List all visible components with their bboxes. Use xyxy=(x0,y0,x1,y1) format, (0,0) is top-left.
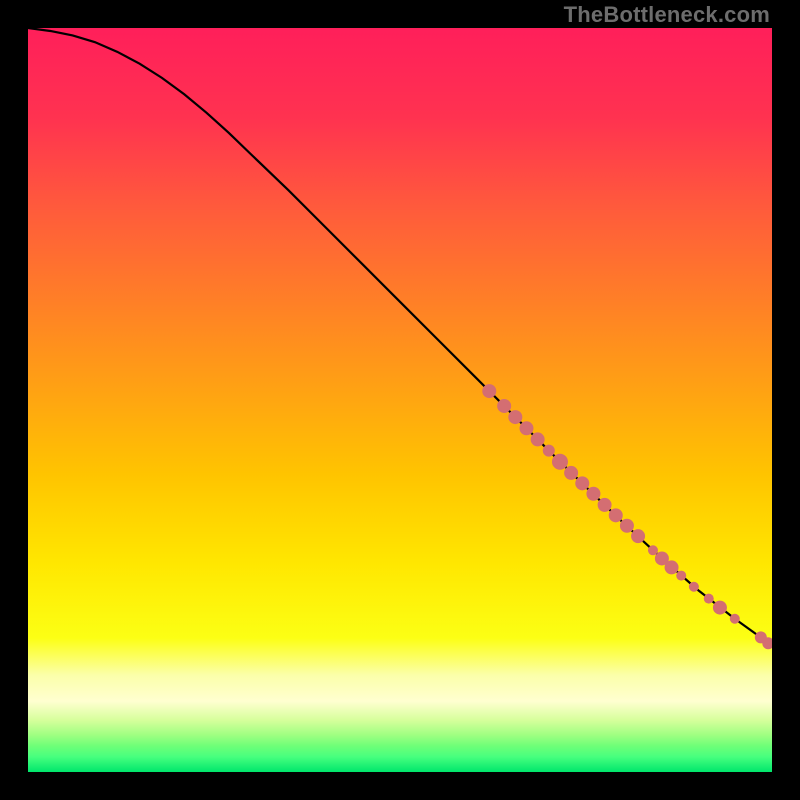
data-marker xyxy=(531,432,545,446)
data-marker xyxy=(689,582,699,592)
plot-area xyxy=(28,28,772,772)
data-marker xyxy=(713,601,727,615)
data-marker xyxy=(564,466,578,480)
data-marker xyxy=(586,487,600,501)
plot-svg xyxy=(28,28,772,772)
data-marker xyxy=(482,384,496,398)
data-marker xyxy=(730,614,740,624)
data-marker xyxy=(648,545,658,555)
data-marker xyxy=(620,519,634,533)
gradient-background xyxy=(28,28,772,772)
data-marker xyxy=(552,454,568,470)
watermark-text: TheBottleneck.com xyxy=(564,2,770,28)
data-marker xyxy=(519,421,533,435)
data-marker xyxy=(508,410,522,424)
data-marker xyxy=(543,445,555,457)
data-marker xyxy=(665,560,679,574)
data-marker xyxy=(704,594,714,604)
data-marker xyxy=(575,476,589,490)
outer-frame: TheBottleneck.com xyxy=(0,0,800,800)
data-marker xyxy=(497,399,511,413)
data-marker xyxy=(609,508,623,522)
data-marker xyxy=(598,498,612,512)
data-marker xyxy=(631,529,645,543)
data-marker xyxy=(676,571,686,581)
